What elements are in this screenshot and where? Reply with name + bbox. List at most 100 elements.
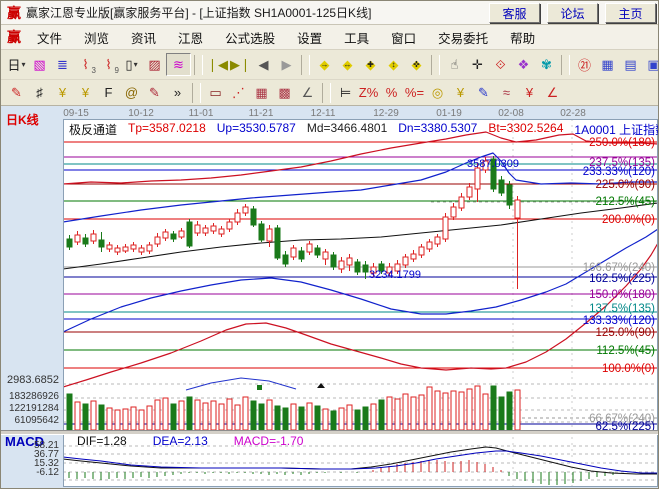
calculator-icon[interactable]: ▦ <box>601 56 614 72</box>
notebook-icon[interactable]: ▤ <box>624 56 637 72</box>
volume-scale-3: 61095642 <box>14 415 60 426</box>
pen-grid-icon[interactable]: ✎ <box>149 84 160 100</box>
macd-indicator-label: MACD <box>5 434 44 449</box>
svg-text:100.0%(0): 100.0%(0) <box>602 363 655 375</box>
period-day-button[interactable]: 日 ▾ <box>7 58 26 73</box>
color-wave-icon[interactable]: ≋ <box>166 53 191 76</box>
menu-item[interactable]: 工具 <box>344 31 370 46</box>
gann-diamond-vline-icon[interactable]: ◆ ↕ <box>388 56 399 72</box>
toolbar-separator <box>431 54 440 75</box>
toolbar-separator <box>301 54 310 75</box>
price-mark-high: 3587.0309 <box>467 158 519 170</box>
gann-frame-icon[interactable]: ▨ <box>148 56 161 72</box>
wave9-icon[interactable]: ⌇ 9 <box>105 56 119 76</box>
fan-lines-icon[interactable]: ⋰ <box>232 84 245 100</box>
macd-scale-value: 58.21 <box>33 440 59 451</box>
indicator-md: Md=3466.4801 <box>306 121 388 135</box>
wave3-icon[interactable]: ⌇ 3 <box>82 56 96 76</box>
angle2-icon[interactable]: ∠ <box>546 84 559 100</box>
macd-macd-value: MACD=-1.70 <box>233 434 304 448</box>
menu-items: 文件 浏览 资讯 江恩 公式选股 设置 工具 窗口 交易委托 帮助 <box>26 28 546 47</box>
grid-box2-icon[interactable]: ▩ <box>278 84 291 100</box>
toolbar-separator <box>561 54 570 75</box>
measure-icon[interactable]: ⟐ <box>495 56 506 72</box>
date-tick: 02-08 <box>498 108 524 119</box>
fibonacci-grid-icon[interactable]: F <box>104 85 113 100</box>
rect-tool-icon[interactable]: ▭ <box>209 84 222 100</box>
gann-diamond-cross-icon[interactable]: ◆ ✚ <box>365 56 376 72</box>
gann-indicator-row: 极反通道 Tp=3587.0218 Up=3530.5787 Md=3466.4… <box>69 121 659 138</box>
gann-diamond-expand-icon[interactable]: ◆ ✜ <box>411 56 422 72</box>
svg-text:250.0%(180): 250.0%(180) <box>589 137 655 149</box>
date-tick: 10-12 <box>128 108 154 119</box>
spiral-icon[interactable]: @ <box>124 85 139 100</box>
grid-box1-icon[interactable]: ▦ <box>255 84 268 100</box>
menu-item[interactable]: 公式选股 <box>225 31 276 46</box>
golden-line-icon[interactable]: ¥ <box>456 85 465 100</box>
prev-page-button[interactable]: ◀ <box>258 56 269 72</box>
chart-pattern-icon[interactable]: ▧ <box>33 56 46 72</box>
mind-map-icon[interactable]: ✾ <box>541 56 552 72</box>
golden-grid2-icon[interactable]: ¥ <box>81 85 90 100</box>
scale-ruler-icon[interactable]: ⊨ <box>339 84 352 100</box>
menu-item[interactable]: 设置 <box>297 31 323 46</box>
golden-circle-icon[interactable]: ◎ <box>431 84 444 100</box>
grid-tool-icon[interactable]: ♯ <box>36 85 43 100</box>
candlestick-chart[interactable]: 250.0%(180) 237.5%(135)233.33%(120)225.0%… <box>63 119 658 487</box>
svg-text:133.33%(120): 133.33%(120) <box>583 315 655 327</box>
symbol-label: 1A0001 上证指数 <box>574 123 659 137</box>
next-page-button[interactable]: ▶ <box>281 56 292 72</box>
indicator-bt: Bt=3302.5264 <box>488 121 564 135</box>
price-scale-bottom: 2983.6852 <box>7 374 59 386</box>
macd-values-row: DIF=1.28 DEA=2.13 MACD=-1.70 <box>77 434 303 448</box>
draw-pen-icon[interactable]: ✎ <box>11 84 22 100</box>
percent-z-icon[interactable]: Z% <box>358 85 379 100</box>
wave-gold-icon[interactable]: ≈ <box>502 85 511 100</box>
svg-text:212.5%(45): 212.5%(45) <box>596 196 656 208</box>
percent-line-icon[interactable]: %= <box>404 85 425 100</box>
calendar-icon[interactable]: ㉑ <box>577 58 591 73</box>
more-tools-button[interactable]: » <box>173 85 182 100</box>
last-page-button[interactable]: ▶❘ <box>230 56 251 72</box>
info-list-icon[interactable]: ≣ <box>57 56 68 72</box>
date-tick: 11-01 <box>188 108 214 119</box>
svg-text:162.5%(225): 162.5%(225) <box>589 273 655 285</box>
drag-hand-icon[interactable]: ☝ <box>450 56 459 72</box>
save-icon[interactable]: ▣ <box>647 56 659 72</box>
kline-period-label: 日K线 <box>6 113 39 127</box>
date-tick: 12-29 <box>373 108 399 119</box>
gold-level-icon[interactable]: ¥ <box>525 85 534 100</box>
forum-button[interactable]: 论坛 <box>547 3 598 23</box>
svg-text:237.5%(135): 237.5%(135) <box>589 157 655 169</box>
angle-lines-icon[interactable]: ∠ <box>301 84 314 100</box>
percent-icon[interactable]: % <box>385 85 398 100</box>
svg-text:137.5%(135): 137.5%(135) <box>589 303 655 315</box>
price-mark-low: 3234.1799 <box>369 269 421 281</box>
homepage-button[interactable]: 主页 <box>605 3 656 23</box>
menu-item[interactable]: 资讯 <box>131 31 157 46</box>
date-tick: 02-28 <box>560 108 586 119</box>
crosshair-icon[interactable]: ✛ <box>472 56 483 72</box>
volume-scale-2: 122191284 <box>8 403 59 414</box>
svg-text:150.0%(180): 150.0%(180) <box>589 289 655 301</box>
indicator-dn: Dn=3380.5307 <box>398 121 478 135</box>
gann-wheel-icon[interactable]: ❖ <box>517 56 530 72</box>
menu-item[interactable]: 江恩 <box>178 31 204 46</box>
golden-grid1-icon[interactable]: ¥ <box>58 85 67 100</box>
menu-item[interactable]: 窗口 <box>391 31 417 46</box>
candle-style-button[interactable]: ▯ ▾ <box>125 56 138 72</box>
indicator-name: 极反通道 <box>69 123 118 137</box>
first-page-button[interactable]: ❘◀ <box>207 56 228 72</box>
menu-item[interactable]: 帮助 <box>510 31 536 46</box>
menu-item[interactable]: 交易委托 <box>438 31 489 46</box>
menu-item[interactable]: 浏览 <box>84 31 110 46</box>
svg-text:66.67%(240): 66.67%(240) <box>589 413 655 425</box>
menu-item[interactable]: 文件 <box>37 31 63 46</box>
gann-diamond-right-icon[interactable]: ◆ → <box>319 56 330 72</box>
customer-service-button[interactable]: 客服 <box>489 3 540 23</box>
gann-diamond-hline-icon[interactable]: ◆ ↔ <box>342 56 353 72</box>
panel-divider[interactable] <box>1 430 658 435</box>
macd-scale-value: 15.32 <box>33 458 59 469</box>
price-pen-icon[interactable]: ✎ <box>478 84 489 100</box>
